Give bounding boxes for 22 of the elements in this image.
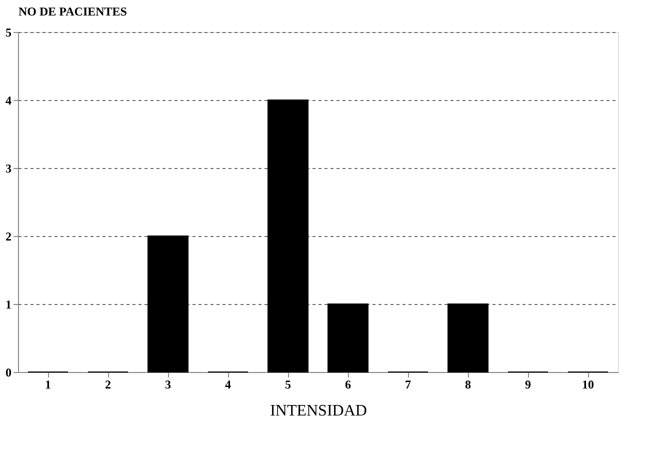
x-tick-label: 2 [105,378,111,392]
x-tick-label: 9 [525,378,531,392]
x-tick-label: 5 [285,378,291,392]
x-tick-label: 1 [45,378,51,392]
x-tick-label: 8 [465,378,471,392]
y-tick-label: 1 [6,298,12,312]
x-tick-label: 7 [405,378,411,392]
y-axis-title: NO DE PACIENTES [18,4,128,18]
y-tick-label: 3 [6,162,12,176]
x-tick-label: 6 [345,378,351,392]
y-tick-label: 0 [6,366,12,380]
y-tick-label: 2 [6,230,12,244]
y-tick-label: 5 [6,26,12,40]
bar [148,236,188,372]
bar [328,304,368,372]
x-tick-label: 3 [165,378,171,392]
y-tick-label: 4 [6,94,12,108]
bar [268,100,308,372]
bar [448,304,488,372]
x-axis-title: INTENSIDAD [270,402,367,420]
x-tick-label: 4 [225,378,231,392]
x-tick-label: 10 [582,378,594,392]
